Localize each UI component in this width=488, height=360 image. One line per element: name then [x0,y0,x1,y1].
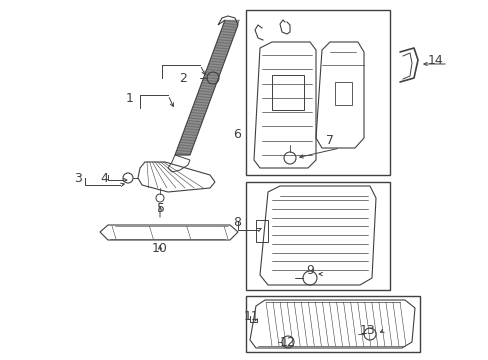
Bar [245,296,419,352]
Bar [245,10,389,175]
Text: 7: 7 [325,134,333,147]
Text: 14: 14 [427,54,443,67]
Bar [256,220,267,242]
Text: 12: 12 [280,336,295,348]
Text: 13: 13 [359,324,375,337]
Text: 3: 3 [74,171,82,184]
Text: 1: 1 [126,91,134,104]
Text: 4: 4 [100,171,108,184]
Text: 2: 2 [179,72,186,85]
Bar [245,182,389,290]
Bar [271,75,304,110]
Text: 5: 5 [157,202,164,215]
Text: 11: 11 [244,310,259,323]
Text: 10: 10 [152,242,167,255]
Text: 6: 6 [233,129,241,141]
Text: 9: 9 [305,264,313,276]
Text: 8: 8 [232,216,241,229]
Bar [334,82,351,105]
